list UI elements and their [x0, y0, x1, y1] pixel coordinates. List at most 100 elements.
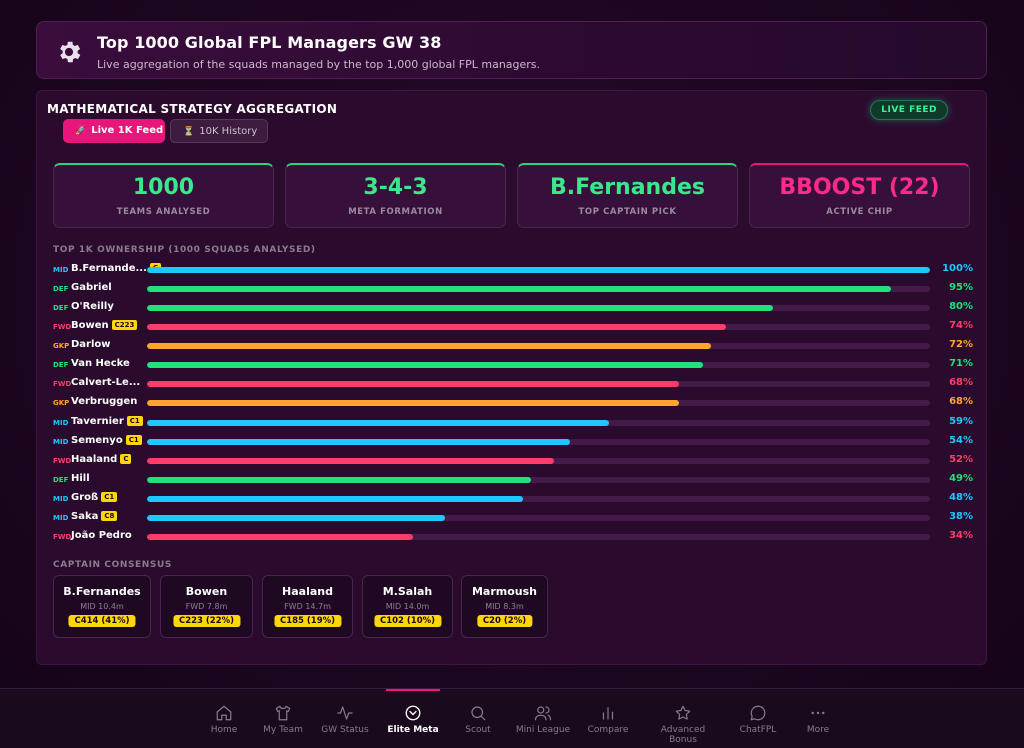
position-label: DEF: [53, 285, 69, 294]
position-label: MID: [53, 266, 69, 274]
captain-consensus-title: CAPTAIN CONSENSUS: [53, 560, 173, 570]
nav-my-team[interactable]: My Team: [248, 689, 318, 748]
nav-more[interactable]: More: [783, 689, 853, 748]
ownership-bar-fill: [147, 400, 680, 407]
nav-chatfpl[interactable]: ChatFPL: [723, 689, 793, 748]
ownership-row[interactable]: GKP Darlow 72%: [53, 337, 973, 356]
ownership-row[interactable]: MID Groß C1 48%: [53, 490, 973, 509]
stat-label: META FORMATION: [348, 207, 443, 217]
ownership-row[interactable]: MID Semenyo C1 54%: [53, 433, 973, 452]
player-name-text: Tavernier: [71, 415, 124, 427]
captain-info: FWD 7.8m: [185, 602, 228, 611]
nav-compare[interactable]: Compare: [573, 689, 643, 748]
ownership-percent: 71%: [949, 358, 973, 370]
captain-count-badge: C223: [111, 320, 138, 331]
hourglass-icon: ⏳: [183, 127, 195, 137]
chat-icon: [750, 705, 766, 721]
nav-elite-meta[interactable]: Elite Meta: [378, 689, 448, 748]
captain-info: MID 8.3m: [485, 602, 524, 611]
player-name: João Pedro: [71, 530, 132, 541]
captain-info: MID 14.0m: [385, 602, 430, 611]
captain-name: B.Fernandes: [63, 585, 141, 598]
player-name-text: Hill: [71, 472, 90, 484]
ownership-row[interactable]: FWD Haaland C 52%: [53, 452, 973, 471]
strategy-panel: MATHEMATICAL STRATEGY AGGREGATION LIVE F…: [36, 90, 987, 665]
ownership-row[interactable]: GKP Verbruggen 68%: [53, 394, 973, 413]
ownership-percent: 80%: [949, 301, 973, 313]
page-subtitle: Live aggregation of the squads managed b…: [97, 58, 541, 71]
tab-live-1k-feed[interactable]: 🚀 Live 1K Feed: [63, 119, 165, 143]
captain-count-badge: C1: [101, 491, 118, 502]
stat-label: ACTIVE CHIP: [826, 207, 893, 217]
player-name: Groß C1: [71, 491, 118, 503]
ownership-bar-track: [147, 457, 930, 464]
player-name: Tavernier C1: [71, 415, 143, 427]
stat-value: B.Fernandes: [550, 175, 705, 200]
player-name: Darlow: [71, 339, 111, 350]
ownership-bar-track: [147, 324, 930, 331]
captain-name: Bowen: [185, 585, 228, 598]
ownership-row[interactable]: DEF O'Reilly 80%: [53, 299, 973, 318]
captain-count-pill: C223 (22%): [172, 615, 241, 627]
nav-gw-status[interactable]: GW Status: [310, 689, 380, 748]
player-name: Van Hecke: [71, 358, 130, 369]
captain-card[interactable]: Haaland FWD 14.7m C185 (19%): [262, 575, 353, 638]
star-icon: [675, 705, 691, 720]
nav-home[interactable]: Home: [189, 689, 259, 748]
ownership-row[interactable]: MID Tavernier C1 59%: [53, 414, 973, 433]
ownership-percent: 68%: [949, 396, 973, 408]
position-label: MID: [53, 437, 69, 446]
captain-card[interactable]: M.Salah MID 14.0m C102 (10%): [362, 575, 453, 638]
bottom-nav: Home My Team GW Status Elite Meta Scout Mini …: [0, 688, 1024, 748]
panel-title: MATHEMATICAL STRATEGY AGGREGATION: [47, 102, 338, 116]
player-name: Gabriel: [71, 282, 112, 293]
ownership-percent: 54%: [949, 434, 973, 446]
captain-card[interactable]: Marmoush MID 8.3m C20 (2%): [461, 575, 548, 638]
captain-card[interactable]: Bowen FWD 7.8m C223 (22%): [160, 575, 253, 638]
position-label: GKP: [53, 399, 70, 408]
ownership-bar-track: [147, 514, 930, 521]
ownership-bar-track: [147, 495, 930, 502]
nav-advanced-bonus[interactable]: Advanced Bonus: [648, 689, 718, 748]
ownership-row[interactable]: FWD Calvert-Le... 68%: [53, 375, 973, 394]
player-name: Haaland C: [71, 453, 132, 465]
player-name-text: Gabriel: [71, 282, 112, 294]
ownership-row[interactable]: FWD Bowen C223 74%: [53, 318, 973, 337]
stat-value: BBOOST (22): [779, 175, 940, 200]
stat-value: 1000: [132, 175, 195, 200]
position-label: MID: [53, 418, 69, 427]
position-label: GKP: [53, 342, 70, 351]
ownership-row[interactable]: MID Saka C8 38%: [53, 509, 973, 528]
ownership-row[interactable]: DEF Van Hecke 71%: [53, 356, 973, 375]
player-name: Calvert-Le...: [71, 377, 140, 388]
ownership-row[interactable]: DEF Hill 49%: [53, 471, 973, 490]
tab-10k-history[interactable]: ⏳ 10K History: [170, 119, 268, 143]
nav-scout[interactable]: Scout: [443, 689, 513, 748]
ownership-percent: 48%: [949, 491, 973, 503]
dots-icon: [811, 711, 825, 715]
captain-name: Marmoush: [471, 585, 538, 598]
ownership-row[interactable]: DEF Gabriel 95%: [53, 280, 973, 299]
ownership-percent: 52%: [949, 453, 973, 465]
ownership-bar-fill: [147, 362, 703, 369]
gear-icon: [60, 41, 81, 63]
ownership-percent: 74%: [949, 320, 973, 332]
player-name-text: Verbruggen: [71, 396, 138, 408]
ownership-bar-fill: [147, 476, 531, 483]
stat-top-captain: B.Fernandes TOP CAPTAIN PICK: [517, 163, 738, 228]
captain-card[interactable]: B.Fernandes MID 10.4m C414 (41%): [53, 575, 151, 638]
nav-label: Scout: [465, 725, 491, 735]
player-name-text: Semenyo: [71, 434, 123, 446]
captain-count-pill: C20 (2%): [476, 615, 533, 627]
page-title: Top 1000 Global FPL Managers GW 38: [97, 33, 442, 52]
ownership-bar-track: [147, 267, 930, 273]
nav-label: Advanced Bonus: [660, 725, 706, 745]
stat-label: TEAMS ANALYSED: [116, 207, 211, 217]
captain-info: MID 10.4m: [80, 602, 124, 611]
player-name: O'Reilly: [71, 301, 114, 312]
nav-mini-league[interactable]: Mini League: [508, 689, 578, 748]
stat-teams-analysed: 1000 TEAMS ANALYSED: [53, 163, 274, 228]
player-name-text: O'Reilly: [71, 301, 114, 313]
ownership-row[interactable]: FWD João Pedro 34%: [53, 528, 973, 547]
